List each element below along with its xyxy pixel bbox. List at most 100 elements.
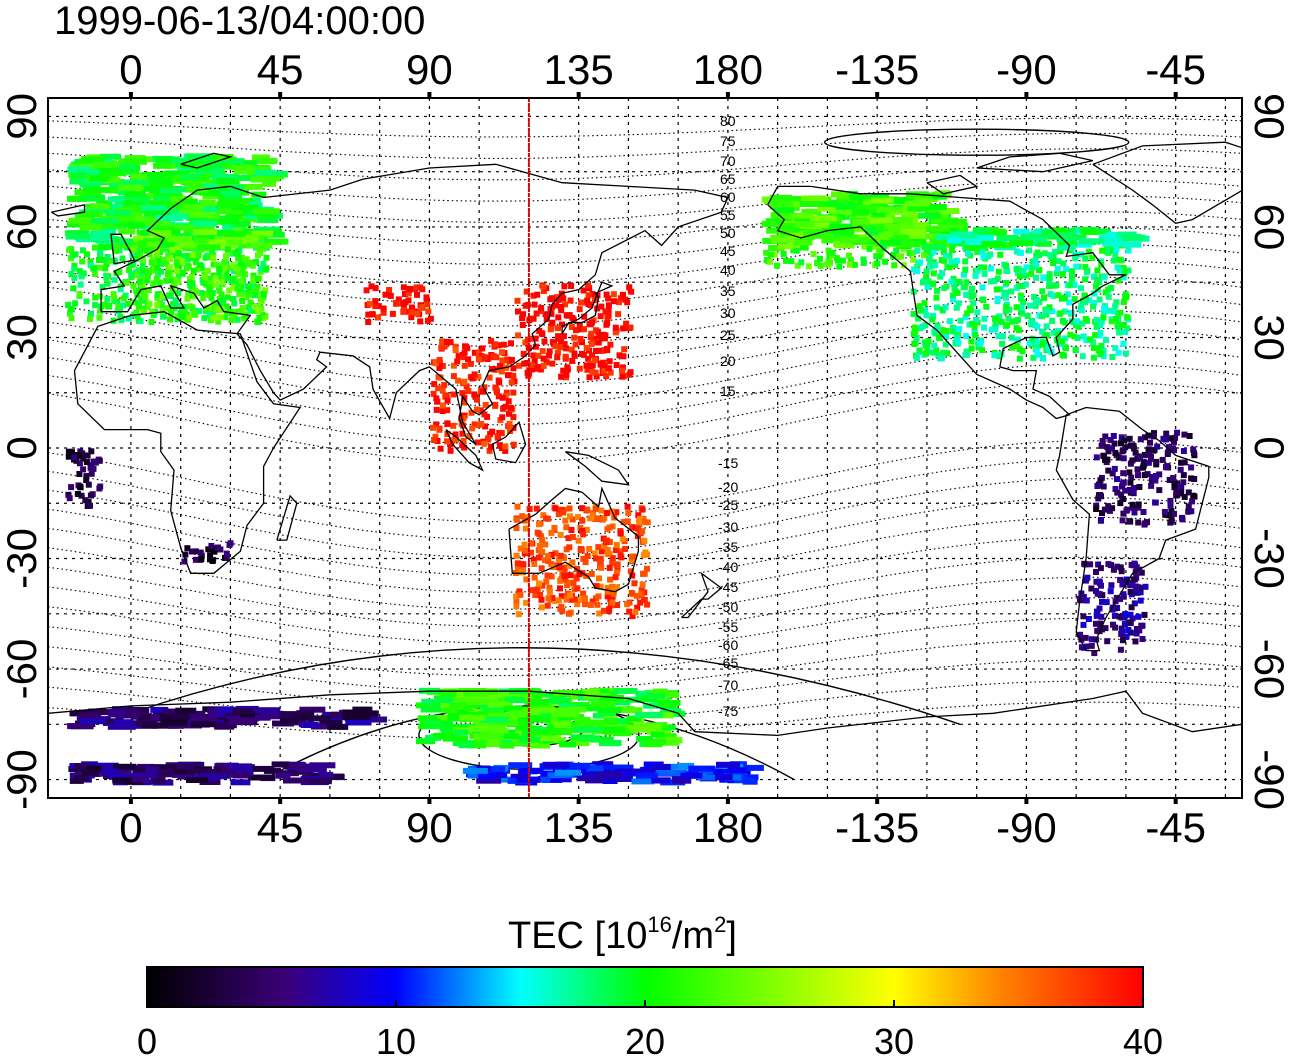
tec-cell	[1130, 488, 1137, 495]
tec-cell	[433, 406, 440, 413]
tec-cell	[620, 291, 626, 298]
contour-line	[48, 638, 1242, 693]
tec-cell	[1026, 247, 1033, 254]
tec-cell	[828, 210, 848, 217]
tec-cell	[561, 555, 568, 561]
tec-cell	[1114, 264, 1121, 271]
tec-cell	[192, 259, 199, 266]
tec-cell	[924, 283, 931, 290]
tec-cell	[1120, 496, 1127, 502]
tec-cell	[1098, 258, 1105, 265]
tec-cell	[1043, 311, 1050, 318]
tec-cell	[584, 506, 591, 513]
tec-cell	[600, 764, 628, 771]
tec-cell	[1119, 483, 1125, 490]
tec-cell	[167, 264, 174, 271]
tec-cell	[420, 706, 446, 713]
tec-cell	[248, 774, 276, 781]
tec-cell	[514, 503, 521, 510]
tec-cell	[252, 304, 259, 310]
tec-cell	[229, 184, 245, 191]
tec-cell	[531, 358, 538, 365]
contour-line	[48, 195, 1242, 244]
tec-cell	[1003, 263, 1010, 269]
tec-cell	[74, 763, 89, 769]
tec-cell	[929, 316, 936, 323]
tec-cell	[113, 763, 136, 770]
tec-cell	[523, 599, 530, 606]
tec-cell	[583, 526, 590, 533]
tec-cell	[585, 292, 592, 299]
tec-cell	[620, 353, 627, 360]
tec-cell	[934, 304, 940, 311]
tec-cell	[933, 294, 940, 301]
tec-cell	[1097, 322, 1104, 329]
tec-cell	[174, 268, 181, 275]
tec-cell	[236, 291, 243, 298]
tec-cell	[912, 328, 919, 335]
coastline	[276, 494, 298, 541]
tec-cell	[610, 298, 617, 305]
tec-cell	[604, 584, 611, 591]
tec-cell	[485, 435, 492, 441]
coastline	[1092, 141, 1242, 225]
tec-cell	[115, 712, 141, 719]
tec-cell	[101, 768, 119, 775]
tec-cell	[78, 492, 85, 499]
tec-cell	[1033, 337, 1040, 344]
tec-cell	[235, 270, 242, 277]
tec-cell	[239, 298, 246, 304]
contour-line	[48, 345, 1242, 426]
tec-cell	[146, 241, 161, 248]
tec-cell	[942, 341, 949, 348]
tec-cell	[76, 471, 83, 477]
tec-cell	[770, 212, 792, 219]
tec-cell	[1081, 292, 1088, 299]
tec-cell	[389, 310, 396, 317]
tec-cell	[231, 309, 238, 316]
tec-cell	[318, 771, 334, 778]
tec-cell	[949, 292, 956, 299]
tec-cell	[610, 591, 617, 598]
tec-cell	[1178, 459, 1185, 466]
map-title: 1999-06-13/04:00:00	[54, 0, 425, 43]
tick-mark	[875, 798, 880, 804]
tec-cell	[95, 257, 102, 263]
tec-cell	[79, 224, 103, 231]
tec-cell	[607, 576, 614, 583]
tec-cell	[619, 536, 626, 542]
tec-cell	[432, 433, 439, 440]
tec-cell	[399, 300, 406, 307]
tec-cell	[1112, 624, 1119, 631]
tec-cell	[190, 267, 197, 274]
tec-cell	[1070, 281, 1077, 288]
tec-cell	[1097, 477, 1104, 484]
tec-cell	[601, 368, 608, 375]
tec-cell	[149, 308, 156, 315]
tec-cell	[605, 307, 612, 314]
tec-cell	[474, 439, 481, 446]
tec-cell	[968, 289, 975, 296]
tec-cell	[1073, 318, 1080, 325]
tec-cell	[495, 377, 502, 384]
tec-cell	[447, 715, 466, 722]
tec-cell	[70, 285, 77, 292]
tec-cell	[1145, 451, 1152, 458]
tec-cell	[167, 256, 174, 263]
tec-cell	[998, 350, 1005, 357]
tec-cell	[631, 580, 638, 587]
tec-cell	[118, 228, 136, 235]
colorbar-tick-label: 20	[625, 1021, 665, 1057]
tec-cell	[1180, 479, 1187, 486]
tec-cell	[519, 315, 526, 322]
tec-cell	[604, 345, 610, 352]
tec-cell	[166, 236, 192, 243]
tec-cell	[598, 303, 605, 310]
tec-cell	[953, 304, 960, 311]
tec-cell	[76, 268, 83, 275]
tec-cell	[1191, 493, 1198, 500]
tec-cell	[1119, 517, 1126, 524]
tec-cell	[139, 283, 145, 290]
tec-cell	[534, 529, 541, 536]
lon-tick-label: 0	[119, 46, 142, 93]
